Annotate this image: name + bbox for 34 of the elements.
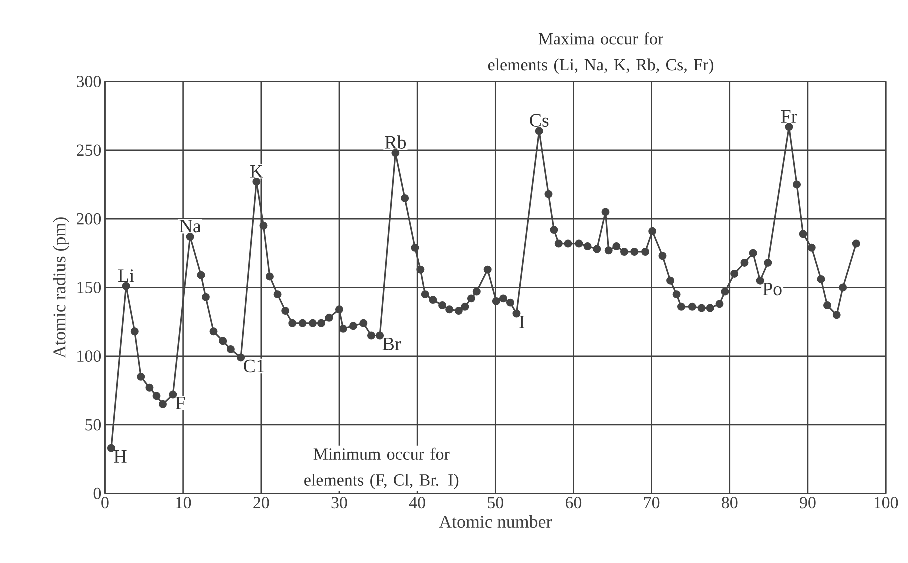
annotation: Br — [382, 338, 402, 350]
x-tick-label: 60 — [566, 496, 582, 508]
annotation: C1 — [244, 360, 264, 372]
x-tick-label: 50 — [488, 496, 504, 508]
y-tick-label: 250 — [77, 144, 102, 156]
y-tick-label: 50 — [86, 419, 102, 430]
x-tick-label: 10 — [176, 496, 192, 508]
x-tick-label: 20 — [254, 496, 270, 508]
annotation: I — [520, 316, 525, 328]
annotation: K — [250, 165, 264, 178]
x-tick-label: 0 — [102, 496, 109, 508]
y-axis-title: Atomic radius (pm) — [53, 217, 70, 358]
x-tick-label: 100 — [874, 496, 898, 508]
annotation: Cs — [530, 114, 549, 127]
x-axis-title: Atomic number — [439, 515, 552, 528]
y-tick-label: 100 — [78, 350, 102, 362]
y-tick-label: 150 — [78, 282, 102, 294]
y-tick-label: 300 — [77, 76, 102, 88]
annotation: Minimum occur for elements (F, Cl, Br. I) — [304, 448, 459, 490]
x-tick-label: 70 — [644, 496, 660, 508]
x-tick-label: 80 — [722, 496, 738, 508]
annotation: H — [114, 450, 127, 463]
x-tick-label: 30 — [332, 496, 348, 508]
annotation: Fr — [781, 110, 798, 123]
y-tick-label: 200 — [77, 213, 102, 225]
x-tick-label: 90 — [800, 496, 816, 508]
annotation: Rb — [385, 135, 406, 149]
annotation: Po — [763, 282, 782, 296]
annotation: Li — [118, 269, 134, 282]
annotation: Na — [180, 220, 202, 232]
x-tick-label: 40 — [409, 496, 426, 508]
y-tick-label: 0 — [94, 488, 102, 500]
annotation: F — [176, 396, 186, 410]
text: Maxima occur for elements (Li, Na, K, Rb, Cs, Fr) — [488, 32, 714, 74]
